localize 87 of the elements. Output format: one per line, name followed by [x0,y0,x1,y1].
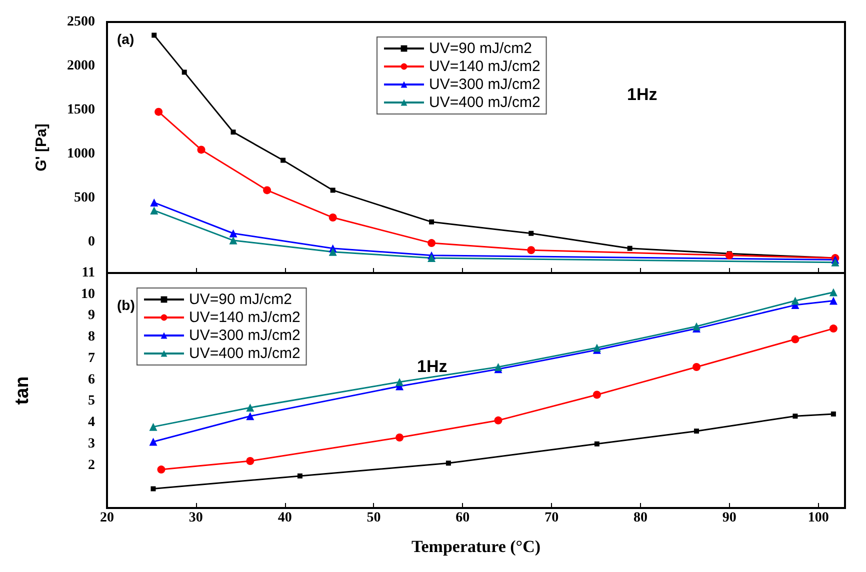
point [791,296,800,305]
y-tick-label: 2 [88,458,95,473]
annotation: (b) [117,297,135,313]
point [494,363,502,371]
point [694,428,700,434]
point [627,246,632,251]
point [396,434,404,442]
point [791,335,800,344]
point [150,486,156,492]
legend-label: UV=300 mJ/cm2 [189,327,300,344]
y-tick-label: 500 [74,190,95,206]
point [150,198,158,207]
legend-label: UV=140 mJ/cm2 [189,309,300,326]
y-tick-label: 7 [88,350,95,366]
y-tick-label: 10 [81,286,95,302]
point [594,441,600,446]
point [592,390,601,399]
y-tick-label: 9 [88,308,95,324]
point [428,254,436,262]
y-tick-label: 3 [88,436,95,452]
x-tick-label: 100 [808,510,829,526]
point [692,363,701,371]
y-tick-label: 2000 [67,58,95,74]
x-tick-label: 70 [544,510,559,526]
point [330,188,336,193]
point [182,70,187,75]
point [830,412,836,416]
x-tick-label: 20 [100,510,114,526]
point [692,322,701,330]
x-tick-label: 40 [278,510,292,526]
x-tick-label: 90 [722,510,736,526]
point [328,248,337,256]
legend-label: UV=140 mJ/cm2 [429,58,540,75]
point [229,236,238,244]
point [829,324,838,333]
y-tick-label: 1000 [67,146,95,162]
point [280,158,286,163]
y-tick-label: 5 [88,394,95,409]
y-axis-title: G' [Pa] [33,124,50,172]
point [396,378,404,386]
y-tick-label: 1500 [67,102,95,118]
point [149,422,158,431]
point [446,460,451,466]
point [229,229,238,238]
point [429,219,434,224]
x-tick-label: 30 [188,510,203,526]
y-tick-label: 4 [88,415,95,430]
legend-label: UV=300 mJ/cm2 [429,76,540,93]
x-tick-label: 60 [456,510,470,526]
annotation: 1Hz [417,357,448,376]
point [297,473,302,478]
point [792,414,798,419]
y-axis-title: tan [12,376,33,405]
y-tick-label: 11 [82,266,95,280]
point [527,246,536,254]
y-tick-label: 0 [88,234,95,250]
point [230,130,236,135]
point [246,404,254,412]
legend-label: UV=90 mJ/cm2 [429,40,532,57]
y-tick-label: 6 [88,372,95,388]
point [152,32,157,38]
point [831,258,840,266]
point [725,251,734,260]
point [150,206,158,214]
annotation: (a) [117,31,134,47]
legend-label: UV=400 mJ/cm2 [429,94,540,111]
point [328,214,337,222]
point [829,288,838,296]
point [149,438,158,446]
legend-label: UV=90 mJ/cm2 [189,291,292,308]
x-axis-title: Temperature (°C) [411,537,541,556]
y-tick-label: 8 [88,330,95,345]
annotation: 1Hz [627,85,658,104]
point [154,108,163,116]
point [197,146,206,154]
point [246,457,254,465]
x-tick-label: 80 [633,510,648,526]
x-tick-label: 50 [366,510,381,526]
point [263,186,272,194]
point [246,412,254,420]
point [528,230,534,236]
y-tick-label: 2500 [67,14,95,30]
point [157,466,166,474]
legend-label: UV=400 mJ/cm2 [189,345,300,362]
point [494,416,502,424]
point [829,296,838,305]
point [428,239,436,248]
